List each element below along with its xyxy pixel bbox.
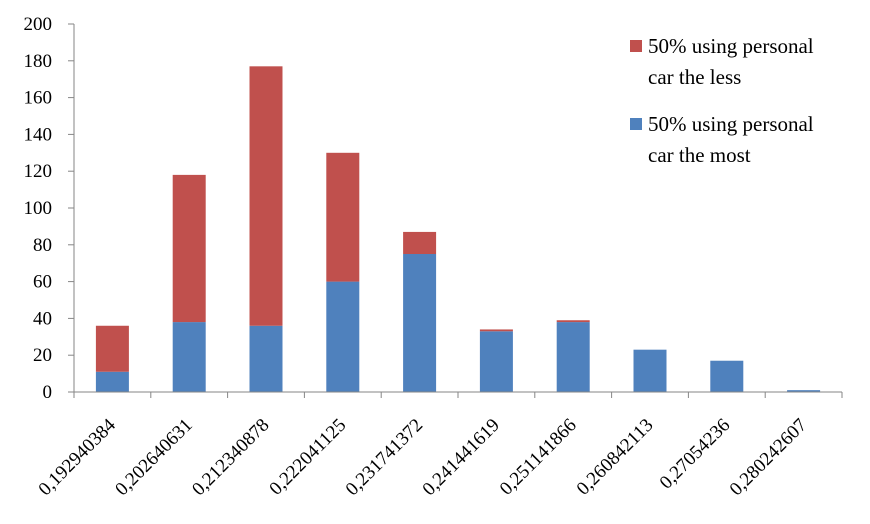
legend: 50% using personal car the less 50% usin… — [630, 34, 814, 167]
legend-swatch-less — [630, 40, 642, 52]
y-tick-label: 120 — [24, 161, 53, 182]
legend-label-less-line1: 50% using personal — [648, 34, 814, 58]
y-tick-label: 80 — [33, 235, 52, 256]
x-tick-label: 0,280242607 — [726, 415, 811, 500]
y-tick-label: 20 — [33, 345, 52, 366]
y-tick-label: 160 — [24, 88, 53, 109]
x-tick-label: 0,212340878 — [188, 415, 273, 500]
x-tick-label: 0,251141866 — [496, 415, 581, 500]
bar-less-3 — [326, 152, 360, 282]
bar-most-4 — [403, 254, 437, 392]
bar-less-2 — [249, 66, 283, 326]
x-tick-label: 0,192940384 — [35, 414, 121, 500]
x-tick-label: 0,222041125 — [265, 415, 350, 500]
bar-less-5 — [479, 329, 513, 332]
y-axis: 0 20 40 60 80 100 120 140 160 180 200 — [24, 14, 75, 403]
bar-most-3 — [326, 281, 360, 392]
x-tick-label: 0,231741372 — [342, 415, 427, 500]
y-tick-label: 100 — [24, 198, 53, 219]
bar-most-5 — [479, 331, 513, 392]
y-tick-label: 180 — [24, 51, 53, 72]
x-tick-label: 0,241441619 — [419, 415, 504, 500]
bar-less-4 — [403, 231, 437, 254]
y-tick-label: 140 — [24, 124, 53, 145]
bar-most-7 — [633, 349, 667, 392]
x-axis: 0,1929403840,2026406310,2123408780,22204… — [35, 391, 843, 500]
x-tick-label: 0,260842113 — [573, 415, 658, 500]
legend-label-less-line2: car the less — [648, 65, 741, 89]
bar-most-9 — [787, 390, 821, 392]
legend-label-most-line2: car the most — [648, 143, 751, 167]
bar-less-0 — [95, 325, 129, 372]
x-tick-label: 0,202640631 — [111, 415, 196, 500]
bars — [95, 66, 821, 392]
bar-most-6 — [556, 322, 590, 392]
bar-less-1 — [172, 174, 206, 323]
bar-most-8 — [710, 360, 744, 392]
legend-swatch-most — [630, 118, 642, 130]
y-tick-label: 40 — [33, 308, 52, 329]
bar-less-6 — [556, 320, 590, 323]
bar-most-2 — [249, 325, 283, 392]
y-tick-label: 60 — [33, 272, 52, 293]
y-tick-label: 0 — [43, 382, 53, 403]
legend-label-most-line1: 50% using personal — [648, 112, 814, 136]
y-tick-label: 200 — [24, 14, 53, 35]
bar-most-0 — [95, 371, 129, 392]
bar-most-1 — [172, 322, 206, 392]
x-tick-label: 0,27054236 — [656, 415, 735, 494]
